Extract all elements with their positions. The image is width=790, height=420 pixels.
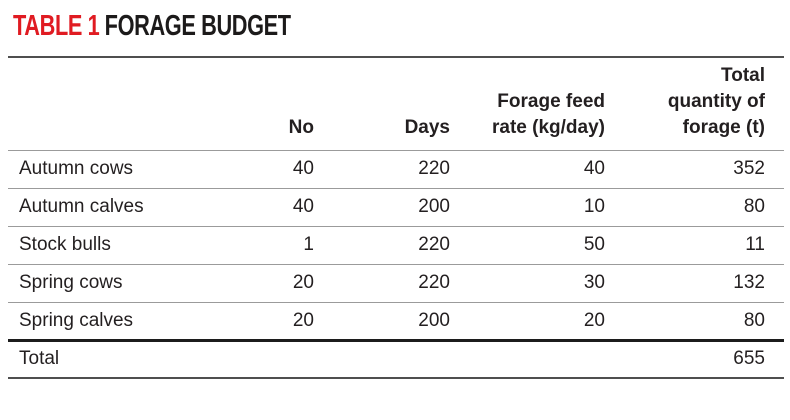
cell-rate: 30 xyxy=(583,272,605,293)
table-row-spring-cows: Spring cows 20 220 30 132 xyxy=(8,264,784,302)
header-forage-feed-rate: Forage feed rate (kg/day) xyxy=(492,90,605,138)
header-no: No xyxy=(288,116,314,138)
header-days: Days xyxy=(404,116,450,138)
cell-rate-empty xyxy=(450,340,605,378)
cell-days: 200 xyxy=(418,309,450,331)
cell-total: 132 xyxy=(733,272,765,293)
row-label: Autumn calves xyxy=(19,196,144,217)
total-label: Total xyxy=(19,348,60,370)
cell-days: 220 xyxy=(418,272,450,293)
cell-total: 352 xyxy=(733,158,765,179)
cell-days-empty xyxy=(314,340,450,378)
row-label: Spring calves xyxy=(19,309,134,331)
cell-rate: 20 xyxy=(583,309,605,331)
row-label: Autumn cows xyxy=(19,158,134,179)
cell-no-empty xyxy=(252,340,314,378)
cell-no: 40 xyxy=(292,196,314,217)
cell-no: 20 xyxy=(292,309,314,331)
table-row-stock-bulls: Stock bulls 1 220 50 11 xyxy=(8,226,784,264)
table-name-label: FORAGE BUDGET xyxy=(104,10,291,42)
forage-budget-table: No Days Forage feed rate (kg/day) Total … xyxy=(8,58,784,379)
cell-rate: 40 xyxy=(583,158,605,179)
cell-no: 20 xyxy=(292,272,314,293)
table-row-spring-calves: Spring calves 20 200 20 80 xyxy=(8,302,784,340)
cell-days: 220 xyxy=(418,158,450,179)
row-label: Stock bulls xyxy=(19,234,111,255)
table-title: TABLE 1 FORAGE BUDGET xyxy=(13,10,291,43)
table-row-autumn-cows: Autumn cows 40 220 40 352 xyxy=(8,150,784,188)
cell-grand-total: 655 xyxy=(733,348,765,370)
table-row-autumn-calves: Autumn calves 40 200 10 80 xyxy=(8,188,784,226)
header-total-quantity: Total quantity of forage (t) xyxy=(667,64,765,138)
cell-total: 80 xyxy=(743,309,765,331)
cell-days: 200 xyxy=(418,196,450,217)
cell-total: 80 xyxy=(743,196,765,217)
table-number-label: TABLE 1 xyxy=(13,10,100,42)
cell-total: 11 xyxy=(745,234,765,255)
cell-no: 40 xyxy=(292,158,314,179)
table-title-bar: TABLE 1 FORAGE BUDGET xyxy=(8,10,784,58)
table-row-total: Total 655 xyxy=(8,340,784,378)
header-animal-type xyxy=(8,58,252,150)
row-label: Spring cows xyxy=(19,272,123,293)
cell-no: 1 xyxy=(303,234,314,255)
cell-rate: 50 xyxy=(583,234,605,255)
cell-rate: 10 xyxy=(583,196,605,217)
cell-days: 220 xyxy=(418,234,450,255)
forage-budget-figure: TABLE 1 FORAGE BUDGET No Days Forage feed… xyxy=(8,0,784,379)
header-row: No Days Forage feed rate (kg/day) Total … xyxy=(8,58,784,150)
